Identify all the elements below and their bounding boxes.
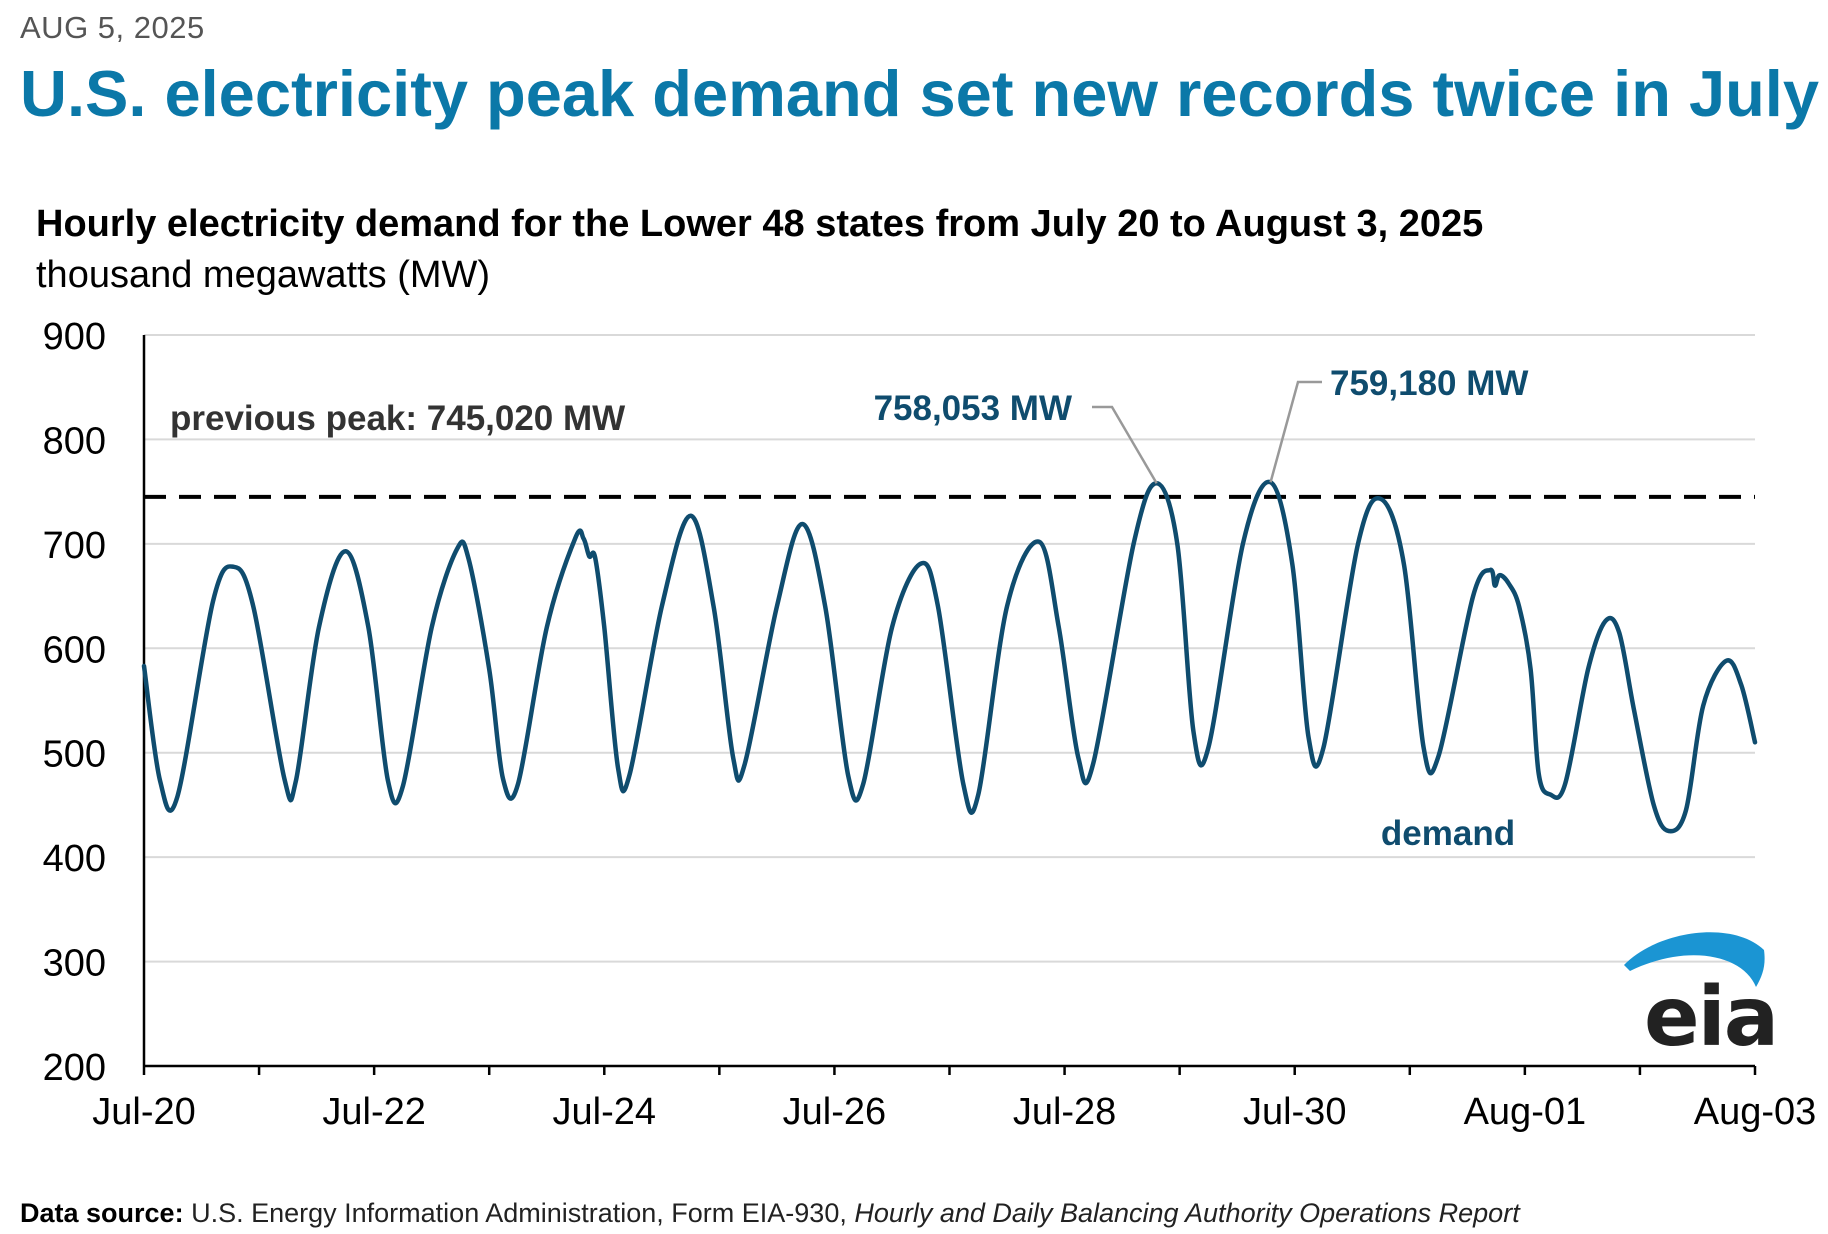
previous-peak-label: previous peak: 745,020 MW [170, 399, 625, 438]
annotation-peak-2: 759,180 MW [1330, 364, 1528, 403]
x-tick-label-Jul-24: Jul-24 [553, 1091, 657, 1133]
demand-series-line [141, 479, 1758, 834]
x-tick-label-Aug-03: Aug-03 [1694, 1091, 1817, 1133]
x-tick-label-Jul-20: Jul-20 [92, 1091, 196, 1133]
eia-logo-text: eia [1644, 970, 1779, 1065]
data-source-footer: Data source: U.S. Energy Information Adm… [20, 1198, 1520, 1229]
eia-logo-swoosh-icon [1624, 932, 1765, 987]
annotation-peak-1: 758,053 MW [874, 389, 1072, 428]
gridlines [144, 334, 1755, 963]
axes: 200 300 400 500 600 700 800 900 Jul-20 Jul-22 Jul-… [43, 316, 1817, 1133]
demand-series-label: demand [1381, 814, 1515, 853]
x-tick-label-Aug-01: Aug-01 [1464, 1091, 1587, 1133]
y-axis-units: thousand megawatts (MW) [36, 254, 491, 296]
chart-title: Hourly electricity demand for the Lower … [36, 203, 1484, 245]
headline: U.S. electricity peak demand set new rec… [20, 57, 1820, 130]
data-source-report: Hourly and Daily Balancing Authority Ope… [854, 1198, 1520, 1228]
y-tick-label-300: 300 [43, 943, 106, 985]
annotation-leader-1 [1092, 405, 1158, 484]
x-tick-label-Jul-28: Jul-28 [1013, 1091, 1117, 1133]
reference-line-group: previous peak: 745,020 MW [144, 399, 1755, 499]
y-tick-label-400: 400 [43, 838, 106, 880]
x-tick-label-Jul-30: Jul-30 [1243, 1091, 1347, 1133]
y-tick-label-600: 600 [43, 629, 106, 671]
data-source-text: U.S. Energy Information Administration, … [191, 1198, 847, 1228]
series-group: demand [141, 479, 1758, 853]
annotation-leader-2 [1269, 380, 1322, 483]
y-tick-label-200: 200 [43, 1047, 106, 1089]
x-tick-label-Jul-22: Jul-22 [322, 1091, 426, 1133]
data-source-label: Data source: [20, 1198, 184, 1228]
x-tick-label-Jul-26: Jul-26 [783, 1091, 887, 1133]
y-tick-label-500: 500 [43, 734, 106, 776]
y-tick-label-800: 800 [43, 420, 106, 462]
publication-date: AUG 5, 2025 [20, 10, 205, 45]
annotations-group: 758,053 MW 759,180 MW [874, 364, 1528, 484]
y-tick-label-700: 700 [43, 525, 106, 567]
y-tick-label-900: 900 [43, 316, 106, 358]
